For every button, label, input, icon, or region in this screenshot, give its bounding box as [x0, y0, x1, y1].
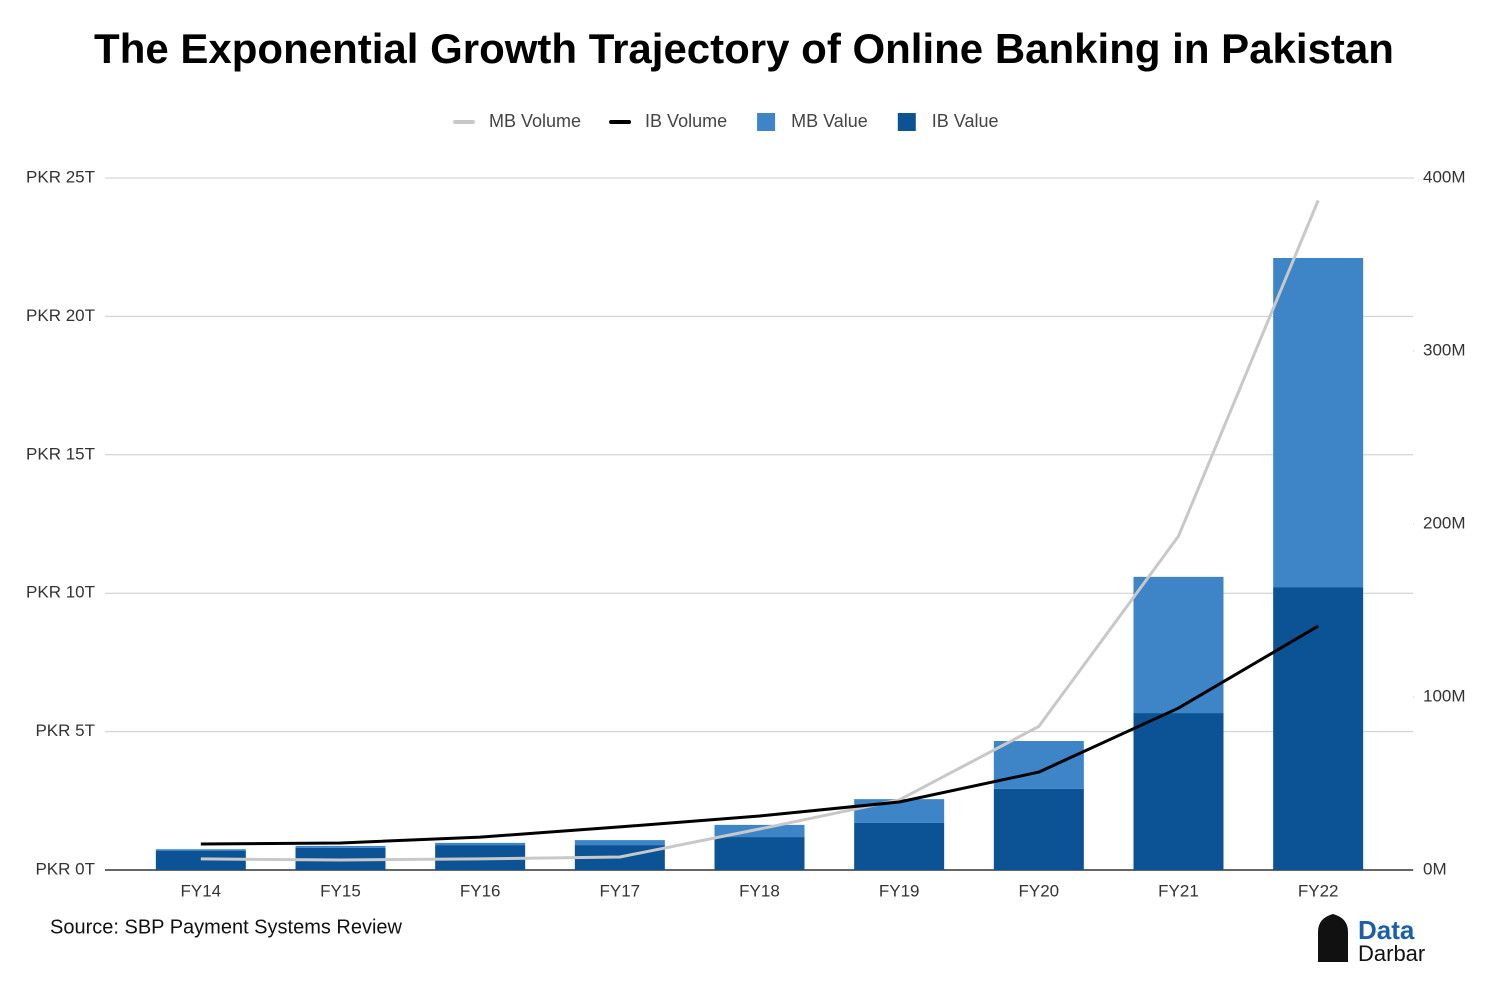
x-tick-label: FY17 [600, 881, 641, 900]
x-tick-label: FY18 [739, 881, 780, 900]
y-tick-label: PKR 0T [35, 859, 95, 878]
line [200, 199, 1320, 862]
x-tick-label: FY22 [1298, 881, 1339, 900]
x-tick-label: FY14 [181, 881, 222, 900]
logo-bottom: Darbar [1358, 941, 1425, 966]
source: Source: SBP Payment Systems Review [50, 916, 403, 938]
legend-swatch [897, 113, 916, 131]
bar [574, 840, 665, 846]
legend-label: MB Value [791, 111, 868, 131]
x-tick-label: FY21 [1158, 881, 1199, 900]
chart-title: The Exponential Growth Trajectory of Onl… [94, 25, 1394, 72]
y2-tick-label: 0M [1423, 859, 1447, 878]
legend-label: IB Volume [645, 111, 727, 131]
y-tick-label: PKR 15T [26, 444, 95, 463]
y2-tick-label: 200M [1423, 513, 1466, 532]
y-tick-label: PKR 10T [26, 583, 95, 602]
bar [993, 788, 1084, 870]
x-tick-label: FY15 [320, 881, 361, 900]
x-tick-label: FY19 [879, 881, 920, 900]
x-tick-label: FY16 [460, 881, 501, 900]
legend-swatch [757, 113, 776, 131]
y2-tick-label: 400M [1423, 167, 1466, 186]
bar [1133, 713, 1224, 870]
legend-label: IB Value [932, 111, 999, 131]
bar [435, 842, 526, 846]
y2-tick-label: 300M [1423, 340, 1466, 359]
x-tick-label: FY20 [1019, 881, 1060, 900]
y-tick-label: PKR 25T [26, 167, 95, 186]
y-tick-label: PKR 5T [35, 721, 95, 740]
bar [155, 849, 246, 851]
y2-tick-label: 100M [1423, 686, 1466, 705]
bar [295, 845, 386, 848]
bar [1273, 257, 1364, 588]
bar [1133, 576, 1224, 714]
bar [1273, 587, 1364, 870]
bar [993, 741, 1084, 789]
logo-icon [1318, 914, 1348, 962]
legend-label: MB Volume [489, 111, 581, 131]
y-tick-label: PKR 20T [26, 306, 95, 325]
bar [854, 822, 945, 870]
logo-top: Data [1358, 915, 1415, 945]
line [200, 624, 1319, 846]
bar [714, 837, 805, 870]
